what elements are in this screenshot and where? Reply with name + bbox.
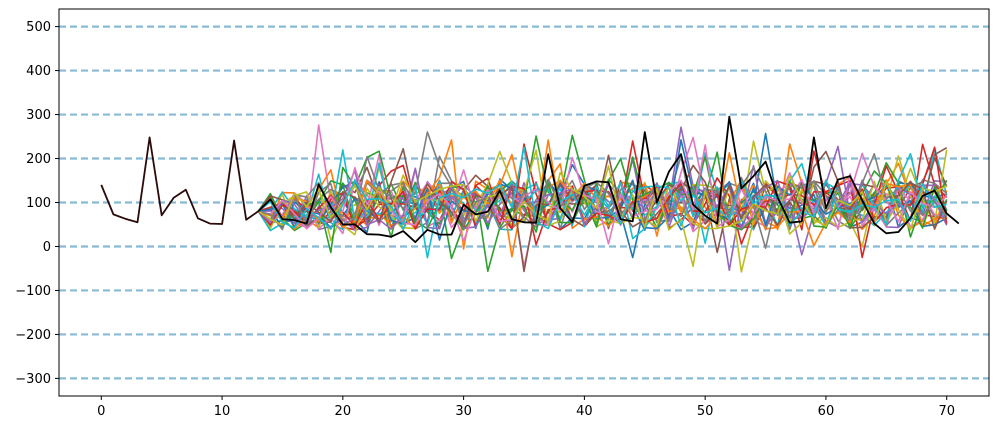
x-tick-label: 10 xyxy=(214,404,231,419)
forecast-ensemble xyxy=(257,124,948,273)
main-series xyxy=(100,115,960,243)
x-tick-label: 20 xyxy=(335,404,352,419)
x-tick-label: 60 xyxy=(818,404,835,419)
y-tick-label: −200 xyxy=(15,328,51,343)
y-axis: −300 −200 −100 0 100 200 300 400 500 xyxy=(15,20,59,387)
x-tick-label: 0 xyxy=(97,404,105,419)
x-tick-label: 70 xyxy=(938,404,955,419)
ensemble-line xyxy=(257,150,948,254)
x-tick-label: 40 xyxy=(576,404,593,419)
y-tick-label: 200 xyxy=(26,152,51,167)
y-tick-label: 0 xyxy=(43,240,51,255)
y-tick-label: 100 xyxy=(26,196,51,211)
y-tick-label: 400 xyxy=(26,64,51,79)
x-axis: 0 10 20 30 40 50 60 70 xyxy=(97,396,955,419)
ensemble-line xyxy=(257,150,948,229)
series-line xyxy=(257,115,960,243)
x-tick-label: 50 xyxy=(697,404,714,419)
history-line xyxy=(100,136,259,225)
y-tick-label: −100 xyxy=(15,284,51,299)
y-tick-label: −300 xyxy=(15,372,51,387)
x-tick-label: 30 xyxy=(455,404,472,419)
y-tick-label: 300 xyxy=(26,108,51,123)
ensemble-line xyxy=(257,146,948,246)
y-tick-label: 500 xyxy=(26,20,51,35)
